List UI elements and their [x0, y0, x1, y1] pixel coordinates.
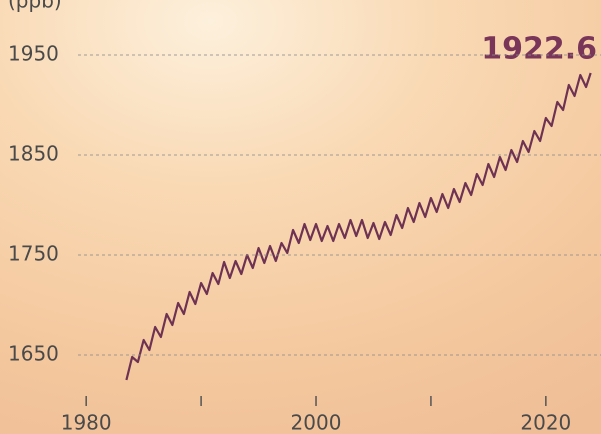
y-tick-label: 1850: [8, 142, 59, 166]
data-line: [125, 72, 592, 381]
x-tick-label: 2000: [291, 411, 342, 434]
y-tick-label: 1750: [8, 242, 59, 266]
y-tick-label: 1950: [8, 42, 59, 66]
x-tick-label: 1980: [61, 411, 112, 434]
x-tick-label: 2020: [520, 411, 571, 434]
y-axis-label: (ppb): [8, 0, 62, 13]
annotation: 1922.6: [481, 32, 597, 67]
y-tick-label: 1650: [8, 342, 59, 366]
